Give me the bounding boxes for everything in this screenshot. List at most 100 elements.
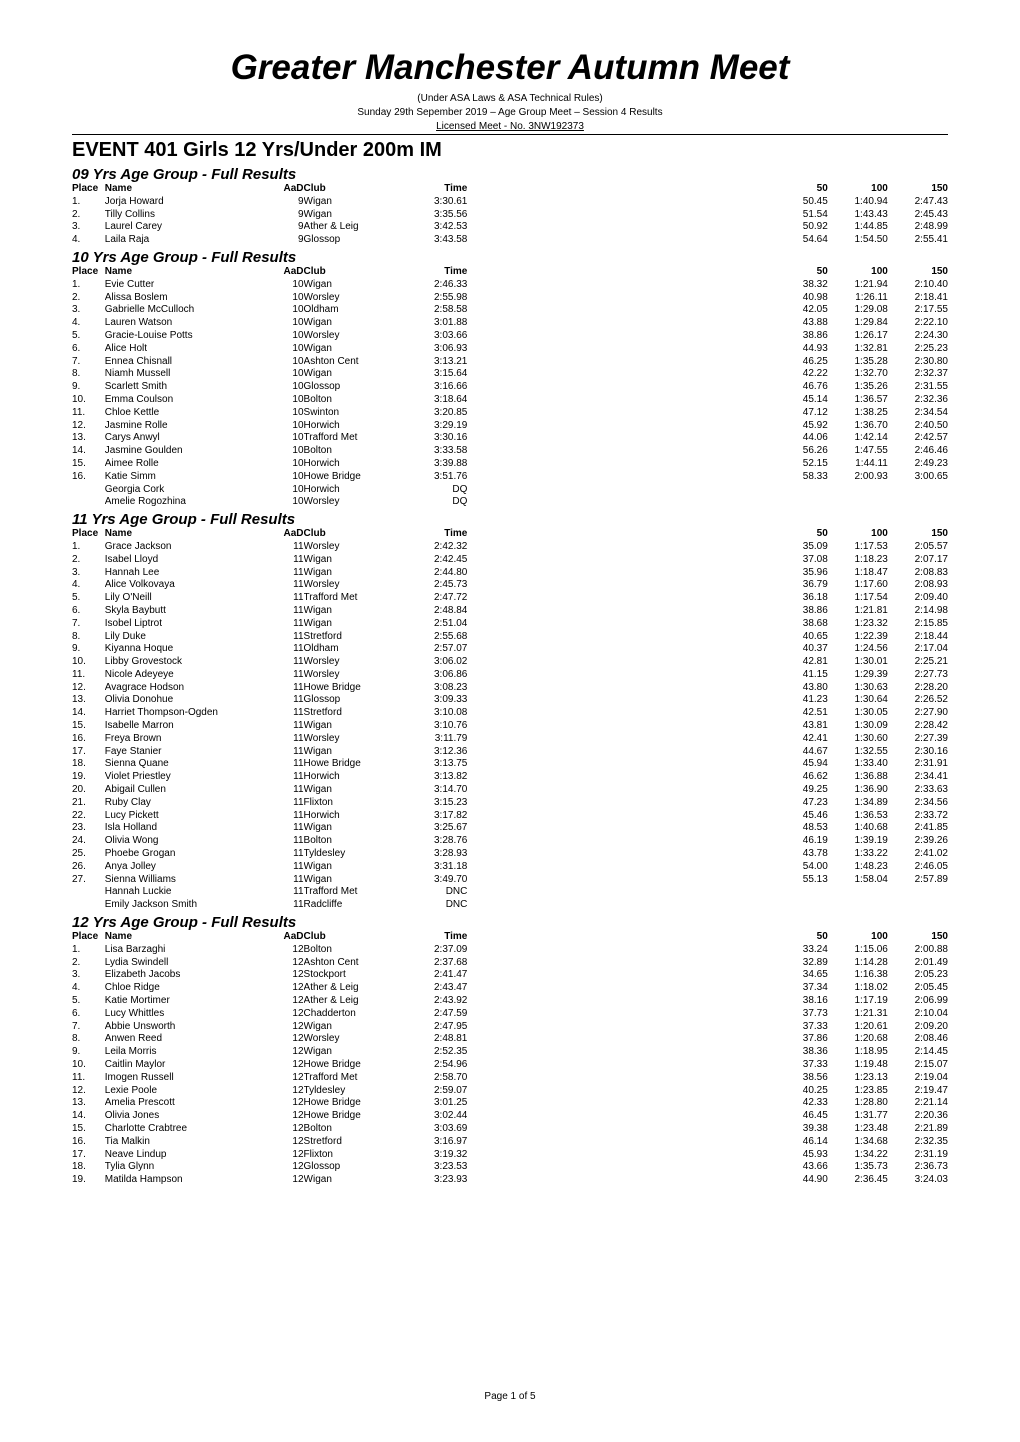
column-header: Place [72, 183, 105, 196]
table-header-row: PlaceNameAaDClubTime50100150 [72, 931, 948, 944]
cell [467, 784, 773, 797]
cell: 36.18 [773, 592, 828, 605]
cell: 35.96 [773, 567, 828, 580]
table-row: 19.Violet Priestley11Horwich3:13.8246.62… [72, 771, 948, 784]
cell [888, 484, 948, 497]
age-group-heading: 09 Yrs Age Group - Full Results [72, 166, 948, 183]
cell: 1:20.68 [828, 1033, 888, 1046]
cell: 2:39.26 [888, 835, 948, 848]
cell: 2:55.98 [402, 292, 468, 305]
column-header: Place [72, 931, 105, 944]
column-header: 150 [888, 931, 948, 944]
cell: 1:33.40 [828, 758, 888, 771]
cell: 3:10.08 [402, 707, 468, 720]
column-header: Place [72, 266, 105, 279]
cell: 49.25 [773, 784, 828, 797]
cell: 3:01.88 [402, 317, 468, 330]
cell: Wigan [304, 368, 402, 381]
cell: 11 [269, 886, 304, 899]
table-row: 3.Elizabeth Jacobs12Stockport2:41.4734.6… [72, 969, 948, 982]
cell [467, 861, 773, 874]
cell: Howe Bridge [304, 471, 402, 484]
cell [467, 209, 773, 222]
cell [828, 886, 888, 899]
cell: 1:29.39 [828, 669, 888, 682]
cell: Laila Raja [105, 234, 269, 247]
cell: 55.13 [773, 874, 828, 887]
cell [467, 343, 773, 356]
table-row: Emily Jackson Smith11RadcliffeDNC [72, 899, 948, 912]
cell: 10 [269, 458, 304, 471]
table-row: 13.Carys Anwyl10Trafford Met3:30.1644.06… [72, 432, 948, 445]
cell: 3:06.86 [402, 669, 468, 682]
cell: 18. [72, 1161, 105, 1174]
cell: 2:14.45 [888, 1046, 948, 1059]
cell: 54.00 [773, 861, 828, 874]
cell: 12 [269, 969, 304, 982]
cell: Wigan [304, 196, 402, 209]
cell: 9. [72, 1046, 105, 1059]
cell: 2:41.47 [402, 969, 468, 982]
column-header: Club [304, 528, 402, 541]
cell: 2:58.70 [402, 1072, 468, 1085]
cell: 2:31.19 [888, 1149, 948, 1162]
cell: Wigan [304, 343, 402, 356]
cell: 11 [269, 567, 304, 580]
cell: 3:13.75 [402, 758, 468, 771]
cell: 10 [269, 292, 304, 305]
column-header [467, 931, 773, 944]
cell: 3:24.03 [888, 1174, 948, 1187]
cell: Chloe Ridge [105, 982, 269, 995]
cell: 2:18.41 [888, 292, 948, 305]
cell: 3:17.82 [402, 810, 468, 823]
column-header: Club [304, 931, 402, 944]
cell: 2:36.73 [888, 1161, 948, 1174]
cell: 1:32.55 [828, 746, 888, 759]
cell: 2:34.54 [888, 407, 948, 420]
column-header: 50 [773, 183, 828, 196]
column-header: 50 [773, 528, 828, 541]
cell: 2:00.93 [828, 471, 888, 484]
cell: 11 [269, 618, 304, 631]
cell: Tia Malkin [105, 1136, 269, 1149]
cell: 2:34.41 [888, 771, 948, 784]
cell: 2:47.72 [402, 592, 468, 605]
cell: 1:44.85 [828, 221, 888, 234]
cell: Skyla Baybutt [105, 605, 269, 618]
cell: Isla Holland [105, 822, 269, 835]
cell: Lily O'Neill [105, 592, 269, 605]
cell: 10 [269, 394, 304, 407]
cell: 2:30.16 [888, 746, 948, 759]
cell: Wigan [304, 279, 402, 292]
cell: 16. [72, 471, 105, 484]
cell: Lydia Swindell [105, 957, 269, 970]
table-row: 7.Abbie Unsworth12Wigan2:47.9537.331:20.… [72, 1021, 948, 1034]
cell: Katie Simm [105, 471, 269, 484]
cell: DQ [402, 484, 468, 497]
cell: Worsley [304, 541, 402, 554]
cell: 3:19.32 [402, 1149, 468, 1162]
cell: 9. [72, 643, 105, 656]
cell: Ennea Chisnall [105, 356, 269, 369]
cell: 11 [269, 758, 304, 771]
cell: 17. [72, 746, 105, 759]
cell: 14. [72, 707, 105, 720]
cell: 2:43.92 [402, 995, 468, 1008]
cell: 1:30.63 [828, 682, 888, 695]
cell: 15. [72, 720, 105, 733]
cell: 33.24 [773, 944, 828, 957]
column-header: Name [105, 183, 269, 196]
event-heading: EVENT 401 Girls 12 Yrs/Under 200m IM [72, 139, 948, 162]
cell: 12. [72, 682, 105, 695]
column-header: 100 [828, 183, 888, 196]
cell: 12. [72, 1085, 105, 1098]
cell: Stretford [304, 631, 402, 644]
cell: 1:35.26 [828, 381, 888, 394]
cell: 45.93 [773, 1149, 828, 1162]
cell: 1:18.47 [828, 567, 888, 580]
cell: 1:36.70 [828, 420, 888, 433]
cell: 11 [269, 733, 304, 746]
cell [773, 496, 828, 509]
table-row: 2.Alissa Boslem10Worsley2:55.9840.981:26… [72, 292, 948, 305]
cell: 20. [72, 784, 105, 797]
